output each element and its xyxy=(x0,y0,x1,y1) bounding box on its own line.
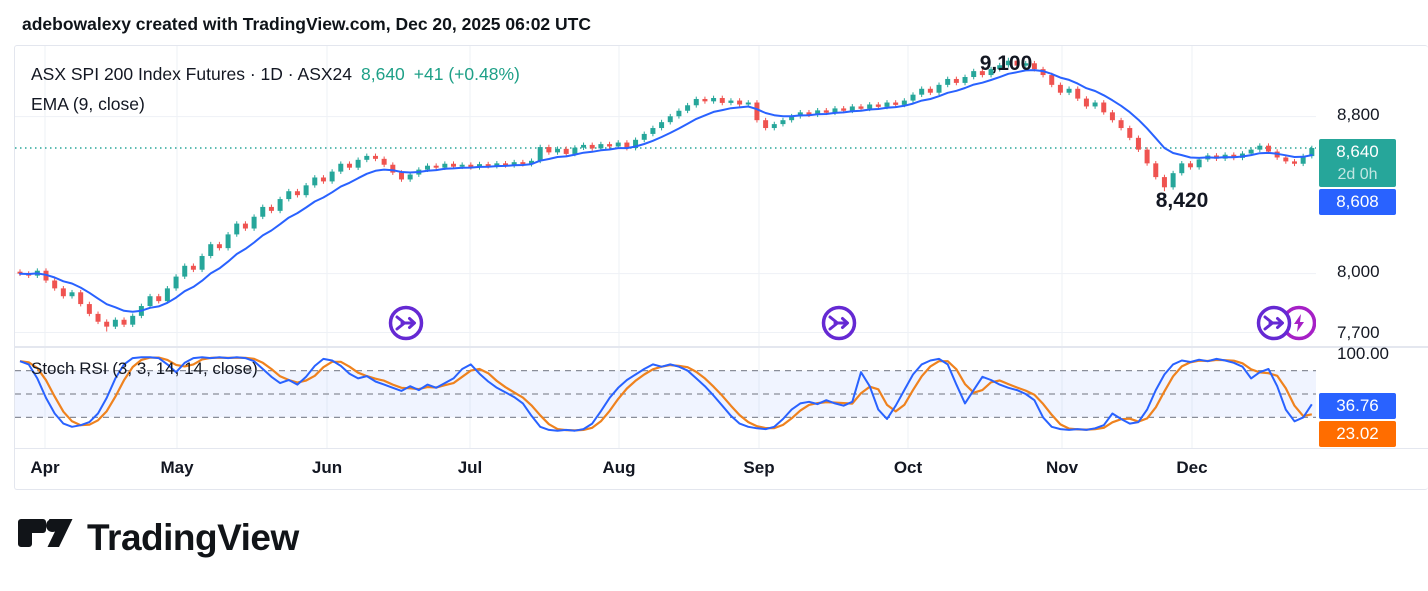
x-axis-month-aug: Aug xyxy=(602,458,636,477)
price-axis-label-7700: 7,700 xyxy=(1337,323,1380,342)
pane-separator xyxy=(15,346,1428,348)
price-axis[interactable]: 8,800 8,000 7,700 8,640 2d 0h 8,608 100.… xyxy=(1316,46,1428,491)
x-axis-month-may: May xyxy=(160,458,194,477)
x-axis-month-oct: Oct xyxy=(893,458,923,477)
annotation-high-label[interactable]: 9,100 xyxy=(979,52,1033,75)
tradingview-wordmark: TradingView xyxy=(87,517,299,558)
merge-arrow-icon[interactable] xyxy=(388,305,424,341)
time-axis[interactable]: Apr May Jun Jul Aug Sep Oct Nov Dec xyxy=(15,448,1316,491)
tradingview-logo-icon xyxy=(18,519,73,547)
bar-countdown: 2d 0h xyxy=(1337,166,1378,183)
price-axis-label-8000: 8,000 xyxy=(1337,262,1380,281)
stoch-k-badge: 36.76 xyxy=(1319,393,1396,419)
legend: ASX SPI 200 Index Futures · 1D · ASX24 8,… xyxy=(31,60,520,89)
attribution-text: adebowalexy created with TradingView.com… xyxy=(22,14,591,34)
x-axis-month-apr: Apr xyxy=(30,458,60,477)
merge-arrow-icon[interactable] xyxy=(1256,305,1292,341)
last-price-badge-value: 8,640 xyxy=(1336,142,1379,161)
stoch-rsi-label[interactable]: Stoch RSI (3, 3, 14, 14, close) xyxy=(31,359,258,378)
stoch-d-badge: 23.02 xyxy=(1319,421,1396,447)
symbol-title[interactable]: ASX SPI 200 Index Futures · 1D · ASX24 xyxy=(31,64,352,84)
x-axis-month-jun: Jun xyxy=(311,458,343,477)
x-axis-month-sep: Sep xyxy=(743,458,775,477)
last-price-badge: 8,640 2d 0h xyxy=(1319,139,1396,187)
price-chart-canvas[interactable] xyxy=(15,46,1316,346)
price-axis-label-8800: 8,800 xyxy=(1337,105,1380,124)
tradingview-logo[interactable]: TradingView xyxy=(16,508,299,568)
legend-last-price: 8,640 xyxy=(361,64,405,84)
indicator-label[interactable]: EMA (9, close) xyxy=(31,94,145,114)
x-axis-month-nov: Nov xyxy=(1045,458,1079,477)
annotation-low-label[interactable]: 8,420 xyxy=(1155,189,1209,212)
legend-change: +41 (+0.48%) xyxy=(413,64,520,84)
merge-arrow-icon[interactable] xyxy=(821,305,857,341)
stoch-axis-label-100: 100.00 xyxy=(1337,344,1389,363)
x-axis-month-jul: Jul xyxy=(457,458,483,477)
chart-card: ASX SPI 200 Index Futures · 1D · ASX24 8,… xyxy=(14,45,1428,490)
ema-value-badge: 8,608 xyxy=(1319,189,1396,215)
plot-area: ASX SPI 200 Index Futures · 1D · ASX24 8,… xyxy=(15,46,1316,491)
x-axis-month-dec: Dec xyxy=(1176,458,1208,477)
axis-separator xyxy=(15,448,1428,449)
stoch-rsi-canvas[interactable] xyxy=(15,348,1316,448)
